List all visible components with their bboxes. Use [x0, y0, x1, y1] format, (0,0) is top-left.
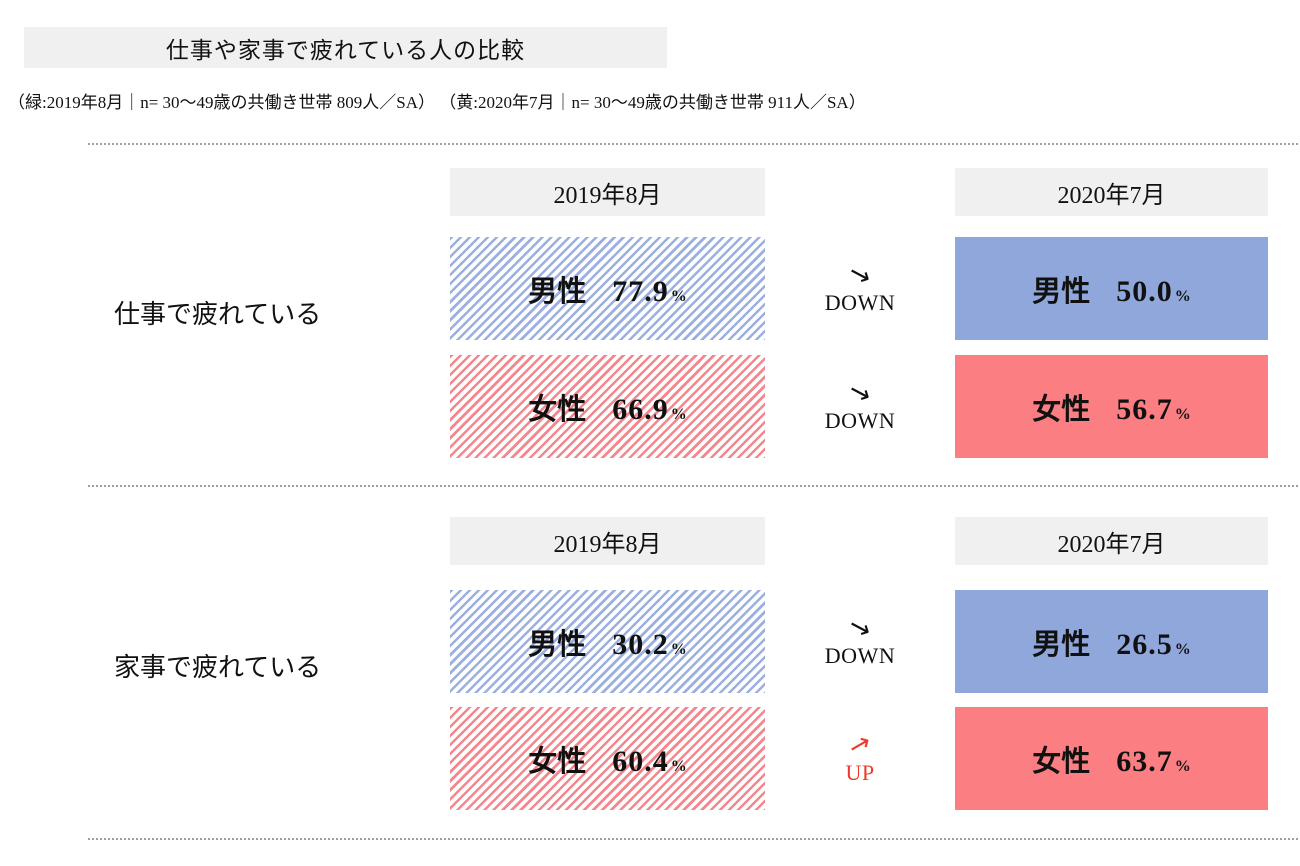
- section-divider-middle: [88, 485, 1298, 487]
- work-female-trend-indicator: → DOWN: [800, 355, 920, 458]
- bar-text: 男性 77.9 %: [528, 268, 687, 310]
- housework-col-header-2019: 2019年8月: [450, 517, 765, 565]
- value: 66.9: [612, 392, 669, 426]
- trend-label: DOWN: [824, 407, 896, 433]
- survey-note: （緑:2019年8月｜n= 30～49歳の共働き世帯 809人／SA） （黄:2…: [8, 93, 866, 112]
- col-header-label: 2020年7月: [1057, 531, 1166, 558]
- percent-sign: %: [670, 757, 687, 775]
- work-male-2020-bar: 男性 50.0 %: [955, 237, 1268, 340]
- value: 30.2: [612, 627, 669, 661]
- work-col-header-2019: 2019年8月: [450, 168, 765, 216]
- gender-label: 女性: [528, 745, 587, 778]
- gender-label: 女性: [1032, 393, 1091, 426]
- section-divider-bottom: [88, 838, 1298, 840]
- value: 56.7: [1116, 392, 1173, 426]
- trend-down-arrow-icon: →: [843, 609, 877, 647]
- gender-label: 男性: [528, 275, 587, 308]
- housework-male-2019-bar: 男性 30.2 %: [450, 590, 765, 693]
- bar-text: 女性 63.7 %: [1032, 738, 1191, 780]
- trend-down-arrow-icon: →: [843, 374, 877, 412]
- housework-female-2020-bar: 女性 63.7 %: [955, 707, 1268, 810]
- housework-female-trend-indicator: → UP: [800, 707, 920, 810]
- housework-female-2019-bar: 女性 60.4 %: [450, 707, 765, 810]
- work-male-trend-indicator: → DOWN: [800, 237, 920, 340]
- page-title: 仕事や家事で疲れている人の比較: [165, 37, 526, 63]
- gender-label: 男性: [528, 628, 587, 661]
- percent-sign: %: [670, 287, 687, 305]
- gender-label: 男性: [1032, 628, 1091, 661]
- housework-male-2020-bar: 男性 26.5 %: [955, 590, 1268, 693]
- bar-text: 男性 30.2 %: [528, 621, 687, 663]
- trend-up-arrow-icon: →: [843, 726, 877, 764]
- trend-label: DOWN: [824, 642, 896, 668]
- section-divider-top: [88, 143, 1298, 145]
- value: 77.9: [612, 274, 669, 308]
- col-header-label: 2019年8月: [553, 531, 662, 558]
- trend-label: UP: [845, 759, 875, 785]
- housework-col-header-2020: 2020年7月: [955, 517, 1268, 565]
- trend-label: DOWN: [824, 289, 896, 315]
- col-header-label: 2019年8月: [553, 182, 662, 209]
- value: 60.4: [612, 744, 669, 778]
- housework-male-trend-indicator: → DOWN: [800, 590, 920, 693]
- percent-sign: %: [1174, 757, 1191, 775]
- gender-label: 男性: [1032, 275, 1091, 308]
- bar-text: 男性 50.0 %: [1032, 268, 1191, 310]
- gender-label: 女性: [1032, 745, 1091, 778]
- bar-text: 女性 56.7 %: [1032, 386, 1191, 428]
- gender-label: 女性: [528, 393, 587, 426]
- value: 63.7: [1116, 744, 1173, 778]
- value: 50.0: [1116, 274, 1173, 308]
- bar-text: 女性 66.9 %: [528, 386, 687, 428]
- percent-sign: %: [1174, 405, 1191, 423]
- bar-text: 女性 60.4 %: [528, 738, 687, 780]
- work-female-2020-bar: 女性 56.7 %: [955, 355, 1268, 458]
- work-col-header-2020: 2020年7月: [955, 168, 1268, 216]
- value: 26.5: [1116, 627, 1173, 661]
- percent-sign: %: [1174, 287, 1191, 305]
- work-male-2019-bar: 男性 77.9 %: [450, 237, 765, 340]
- bar-text: 男性 26.5 %: [1032, 621, 1191, 663]
- trend-down-arrow-icon: →: [843, 256, 877, 294]
- percent-sign: %: [670, 405, 687, 423]
- percent-sign: %: [1174, 640, 1191, 658]
- col-header-label: 2020年7月: [1057, 182, 1166, 209]
- work-female-2019-bar: 女性 66.9 %: [450, 355, 765, 458]
- housework-row-label: 家事で疲れている: [114, 653, 322, 682]
- page-title-box: 仕事や家事で疲れている人の比較: [24, 27, 667, 68]
- work-row-label: 仕事で疲れている: [114, 300, 322, 329]
- percent-sign: %: [670, 640, 687, 658]
